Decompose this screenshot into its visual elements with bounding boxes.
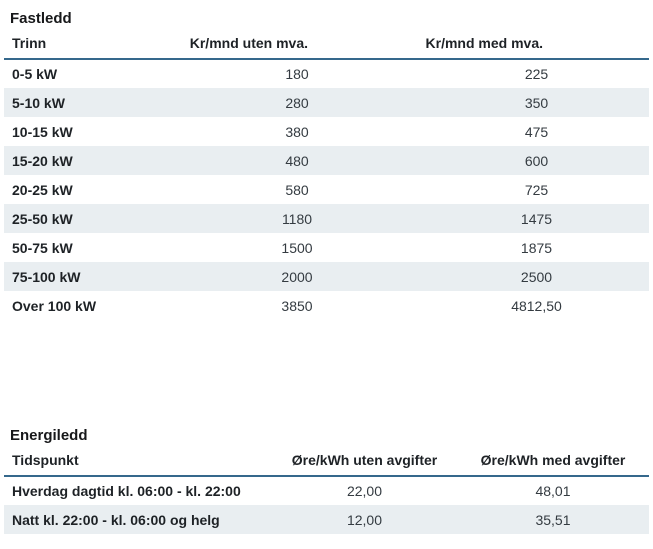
- price-inc-vat-cell: 350: [524, 94, 549, 111]
- price-inc-vat-cell: 600: [524, 152, 549, 169]
- price-ex-vat-cell: 280: [285, 94, 309, 111]
- table-row: 15-20 kW 480 600: [4, 146, 649, 175]
- fastledd-header-row: Trinn Kr/mnd uten mva. Kr/mnd med mva.: [4, 29, 649, 59]
- table-row: 75-100 kW 2000 2500: [4, 262, 649, 291]
- price-inc-vat-cell: 2500: [520, 268, 553, 285]
- time-period-cell: Natt kl. 22:00 - kl. 06:00 og helg: [12, 511, 220, 528]
- price-ex-vat-cell: 480: [285, 152, 309, 169]
- price-inc-vat-cell: 1475: [520, 210, 553, 227]
- rate-inc-taxes-cell: 48,01: [535, 483, 571, 499]
- tier-label-cell: 75-100 kW: [12, 268, 81, 285]
- column-header-trinn: Trinn: [12, 35, 47, 51]
- table-row: 5-10 kW 280 350: [4, 88, 649, 117]
- table-row: Hverdag dagtid kl. 06:00 - kl. 22:00 22,…: [4, 476, 649, 505]
- price-inc-vat-cell: 725: [524, 181, 549, 198]
- energiledd-table: Tidspunkt Øre/kWh uten avgifter Øre/kWh …: [4, 446, 649, 534]
- table-row: 20-25 kW 580 725: [4, 175, 649, 204]
- price-inc-vat-cell: 4812,50: [511, 297, 562, 314]
- table-row: 10-15 kW 380 475: [4, 117, 649, 146]
- tier-label-cell: 20-25 kW: [12, 181, 73, 198]
- price-inc-vat-cell: 1875: [520, 239, 553, 256]
- column-header-kr-med-mva: Kr/mnd med mva.: [425, 35, 543, 51]
- energiledd-header-row: Tidspunkt Øre/kWh uten avgifter Øre/kWh …: [4, 446, 649, 476]
- fastledd-table: Trinn Kr/mnd uten mva. Kr/mnd med mva. 0…: [4, 29, 649, 320]
- tier-label-cell: 5-10 kW: [12, 94, 65, 111]
- table-row: 50-75 kW 1500 1875: [4, 233, 649, 262]
- energiledd-section: Energiledd Tidspunkt Øre/kWh uten avgift…: [0, 417, 653, 534]
- energiledd-title: Energiledd: [10, 427, 88, 444]
- price-ex-vat-cell: 1180: [281, 210, 313, 227]
- tier-label-cell: 50-75 kW: [12, 239, 73, 256]
- price-ex-vat-cell: 1500: [281, 239, 313, 256]
- table-row: Natt kl. 22:00 - kl. 06:00 og helg 12,00…: [4, 505, 649, 534]
- rate-ex-taxes-cell: 22,00: [346, 483, 383, 499]
- price-inc-vat-cell: 475: [524, 123, 549, 140]
- price-inc-vat-cell: 225: [524, 66, 549, 82]
- column-header-ore-uten-avgifter: Øre/kWh uten avgifter: [291, 452, 438, 468]
- tier-label-cell: 0-5 kW: [12, 66, 58, 82]
- fastledd-section: Fastledd Trinn Kr/mnd uten mva. Kr/mnd m…: [4, 10, 649, 320]
- table-row: 25-50 kW 1180 1475: [4, 204, 649, 233]
- table-row: Over 100 kW 3850 4812,50: [4, 291, 649, 320]
- table-row: 0-5 kW 180 225: [4, 59, 649, 88]
- rate-ex-taxes-cell: 12,00: [346, 511, 383, 528]
- price-ex-vat-cell: 580: [285, 181, 309, 198]
- tier-label-cell: 15-20 kW: [12, 152, 73, 169]
- fastledd-title: Fastledd: [10, 10, 72, 27]
- tier-label-cell: 25-50 kW: [12, 210, 73, 227]
- price-ex-vat-cell: 380: [285, 123, 309, 140]
- price-ex-vat-cell: 180: [285, 66, 309, 82]
- price-ex-vat-cell: 2000: [281, 268, 313, 285]
- tier-label-cell: Over 100 kW: [12, 297, 97, 314]
- column-header-kr-uten-mva: Kr/mnd uten mva.: [189, 35, 308, 51]
- price-ex-vat-cell: 3850: [281, 297, 313, 314]
- rate-inc-taxes-cell: 35,51: [535, 511, 571, 528]
- column-header-ore-med-avgifter: Øre/kWh med avgifter: [480, 452, 626, 468]
- time-period-cell: Hverdag dagtid kl. 06:00 - kl. 22:00: [12, 483, 241, 499]
- tier-label-cell: 10-15 kW: [12, 123, 73, 140]
- column-header-tidspunkt: Tidspunkt: [12, 452, 79, 468]
